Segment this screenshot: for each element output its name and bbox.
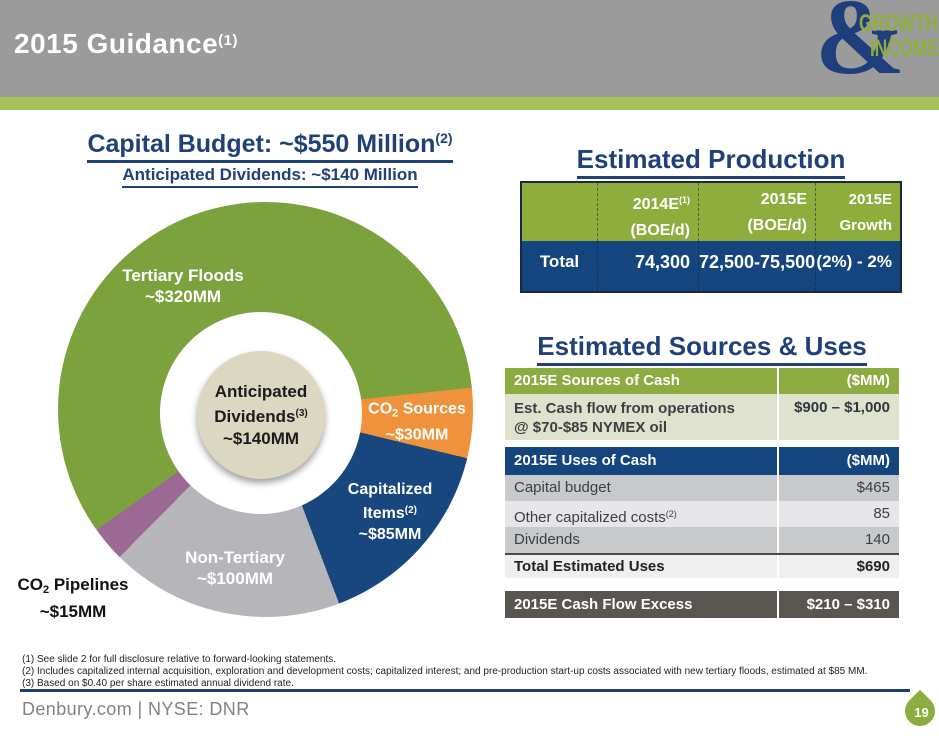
donut-center-label: Anticipated Dividends(3) ~$140MM [197,351,325,479]
capital-budget-donut: Anticipated Dividends(3) ~$140MM Tertiar… [58,202,473,617]
anticipated-dividends-subtitle: Anticipated Dividends: ~$140 Million [40,165,500,188]
page-number-drop-icon: 19 [898,689,939,733]
uses-row-value: 140 [777,527,899,553]
uses-header-row: 2015E Uses of Cash ($MM) [505,447,899,475]
uses-row-other-capitalized-costs: Other capitalized costs(2) 85 [505,501,899,527]
sources-row-value: $900 – $1,000 [777,394,899,440]
estimated-production-table: 2014E(1) (BOE/d) 2015E (BOE/d) 2015E Gro… [520,181,902,293]
uses-row-value: $465 [777,475,899,501]
footer-site-ticker: Denbury.com | NYSE: DNR [22,699,250,719]
uses-row-dividends: Dividends 140 [505,527,899,553]
header-bar: 2015 Guidance(1) & GROWTH INCOME [0,0,939,97]
slice-label-co2-pipelines: CO2 Pipelines ~$15MM [17,575,129,621]
sources-uses-title: Estimated Sources & Uses [505,331,899,366]
logo-word-growth: GROWTH [859,10,938,37]
footnote-2: (2) Includes capitalized internal acquis… [22,666,868,677]
slice-label-capitalized-items: Capitalized Items(2) ~$85MM [347,481,433,543]
ampersand-icon: & [815,0,905,97]
uses-row-label: Capital budget [514,479,611,496]
growth-income-logo: & GROWTH INCOME [815,0,939,97]
page-title: 2015 Guidance(1) [14,28,238,59]
uses-row-capital-budget: Capital budget $465 [505,475,899,501]
production-header-blank [522,183,597,241]
uses-row-label: Other capitalized costs(2) [514,509,677,526]
production-header-2014e: 2014E(1) (BOE/d) [597,183,698,241]
production-2014-value: 74,300 [597,241,698,291]
sources-header-unit: ($MM) [777,368,899,394]
slice-label-tertiary-floods: Tertiary Floods ~$320MM [122,266,244,306]
page-number: 19 [914,705,929,720]
uses-total-value: $690 [777,555,899,578]
sources-row-label: Est. Cash flow from operations @ $70-$85… [514,400,735,436]
footnote-1: (1) See slide 2 for full disclosure rela… [22,654,337,665]
capital-budget-title: Capital Budget: ~$550 Million(2) [40,130,500,163]
uses-header-label: 2015E Uses of Cash [514,452,657,469]
production-growth-value: (2%) - 2% [815,241,900,291]
sources-header-row: 2015E Sources of Cash ($MM) [505,368,899,394]
sources-header-label: 2015E Sources of Cash [514,372,680,389]
uses-row-value: 85 [777,501,899,527]
production-header-growth: 2015E Growth [815,183,900,241]
production-total-row: Total 74,300 72,500-75,500 (2%) - 2% [522,241,900,291]
slice-label-co2-sources: CO2 Sources ~$30MM [368,400,466,444]
production-header-2015e: 2015E (BOE/d) [698,183,815,241]
excess-value: $210 – $310 [777,591,899,618]
cash-flow-excess-bar: 2015E Cash Flow Excess $210 – $310 [505,591,899,618]
sources-data-row: Est. Cash flow from operations @ $70-$85… [505,394,899,440]
logo-word-income: INCOME [870,35,939,62]
uses-total-label: Total Estimated Uses [514,558,665,575]
footer-divider-line [20,689,910,692]
production-total-label: Total [539,252,580,271]
sources-of-cash-table: 2015E Sources of Cash ($MM) Est. Cash fl… [505,368,899,440]
footnote-3: (3) Based on $0.40 per share estimated a… [22,678,294,689]
footnotes: (1) See slide 2 for full disclosure rela… [22,654,922,690]
production-2015-value: 72,500-75,500 [698,241,815,291]
title-footnote-marker: (1) [218,32,238,49]
uses-header-unit: ($MM) [777,447,899,475]
excess-label: 2015E Cash Flow Excess [514,596,693,613]
slice-label-non-tertiary: Non-Tertiary ~$100MM [185,548,285,588]
production-header-row: 2014E(1) (BOE/d) 2015E (BOE/d) 2015E Gro… [522,183,900,241]
estimated-production-title: Estimated Production [520,144,902,179]
uses-row-label: Dividends [514,531,580,548]
uses-of-cash-table: 2015E Uses of Cash ($MM) Capital budget … [505,447,899,578]
uses-total-row: Total Estimated Uses $690 [505,553,899,578]
green-accent-stripe [0,97,939,110]
